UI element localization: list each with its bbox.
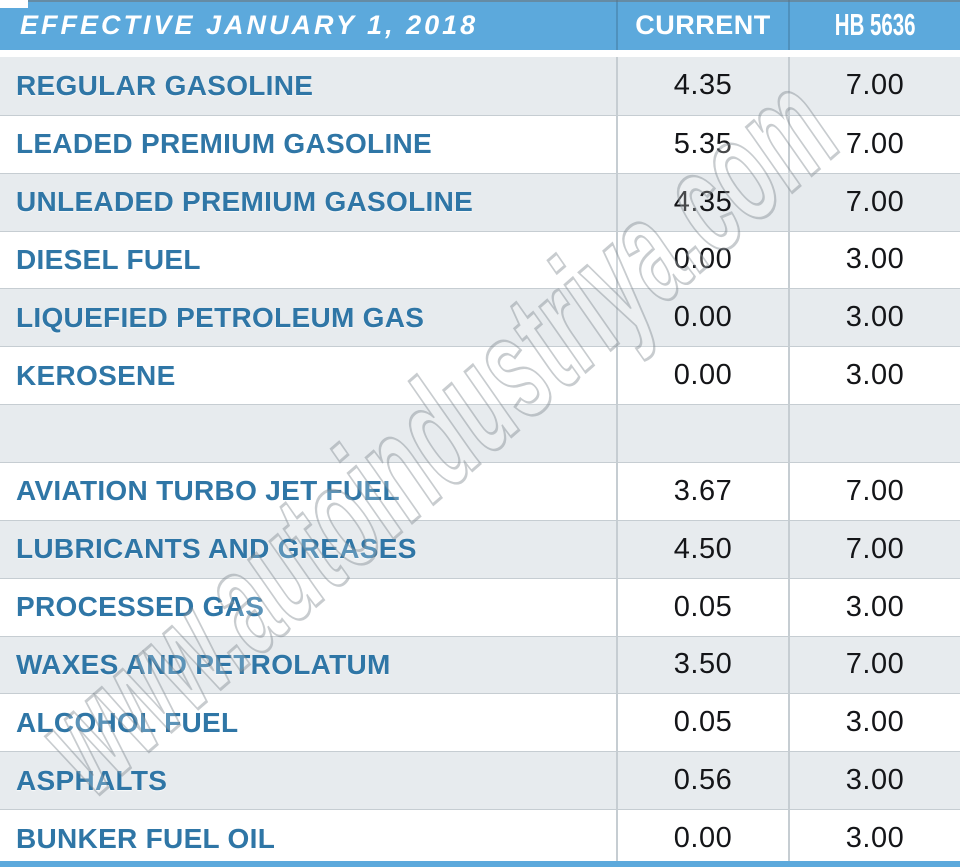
table-row: WAXES AND PETROLATUM 3.50 7.00: [0, 635, 960, 694]
row-label: [0, 405, 616, 462]
table-row: LUBRICANTS AND GREASES 4.50 7.00: [0, 519, 960, 578]
current-value: 0.00: [616, 347, 788, 405]
row-label: BUNKER FUEL OIL: [16, 822, 276, 854]
hb5636-value: 7.00: [788, 520, 960, 578]
hb5636-value: [788, 405, 960, 462]
hb5636-value: 7.00: [788, 463, 960, 520]
table-row: [0, 404, 960, 462]
hb5636-value: 3.00: [788, 347, 960, 405]
current-value: 0.00: [616, 231, 788, 289]
table-row: LIQUEFIED PETROLEUM GAS 0.00 3.00: [0, 288, 960, 347]
hb5636-value: 3.00: [788, 578, 960, 636]
row-label: PROCESSED GAS: [16, 591, 265, 623]
column-header-hb5636-label: HB 5636: [834, 7, 916, 42]
current-value: 4.35: [616, 57, 788, 115]
table-row: UNLEADED PREMIUM GASOLINE 4.35 7.00: [0, 172, 960, 231]
table-body: REGULAR GASOLINE 4.35 7.00 LEADED PREMIU…: [0, 57, 960, 867]
table-row: ALCOHOL FUEL 0.05 3.00: [0, 693, 960, 752]
row-label: ALCOHOL FUEL: [16, 706, 239, 738]
top-edge-line: [28, 0, 960, 2]
hb5636-value: 7.00: [788, 636, 960, 694]
table-row: KEROSENE 0.00 3.00: [0, 346, 960, 405]
current-value: 3.67: [616, 463, 788, 520]
current-value: 0.00: [616, 289, 788, 347]
current-value: 4.50: [616, 520, 788, 578]
hb5636-value: 3.00: [788, 231, 960, 289]
hb5636-value: 3.00: [788, 752, 960, 810]
row-label: UNLEADED PREMIUM GASOLINE: [16, 186, 474, 218]
table-row: PROCESSED GAS 0.05 3.00: [0, 577, 960, 636]
row-label: ASPHALTS: [16, 764, 168, 796]
table-row: LEADED PREMIUM GASOLINE 5.35 7.00: [0, 114, 960, 173]
current-value: 5.35: [616, 115, 788, 173]
current-value: 0.00: [616, 810, 788, 867]
hb5636-value: 3.00: [788, 694, 960, 752]
table-row: BUNKER FUEL OIL 0.00 3.00: [0, 809, 960, 867]
current-value: 0.56: [616, 752, 788, 810]
table-header-row: EFFECTIVE JANUARY 1, 2018 CURRENT HB 563…: [0, 0, 960, 50]
column-header-current: CURRENT: [616, 0, 788, 50]
table-row: ASPHALTS 0.56 3.00: [0, 751, 960, 810]
table-row: REGULAR GASOLINE 4.35 7.00: [0, 57, 960, 115]
hb5636-value: 7.00: [788, 115, 960, 173]
table-row: DIESEL FUEL 0.00 3.00: [0, 230, 960, 289]
row-label: AVIATION TURBO JET FUEL: [16, 475, 400, 507]
hb5636-value: 3.00: [788, 289, 960, 347]
row-label: WAXES AND PETROLATUM: [16, 648, 391, 680]
hb5636-value: 7.00: [788, 173, 960, 231]
row-label: LIQUEFIED PETROLEUM GAS: [16, 301, 425, 333]
hb5636-value: 7.00: [788, 57, 960, 115]
row-label: REGULAR GASOLINE: [16, 69, 314, 101]
row-label: DIESEL FUEL: [16, 243, 201, 275]
row-label: LUBRICANTS AND GREASES: [16, 533, 417, 565]
table-title: EFFECTIVE JANUARY 1, 2018: [20, 9, 479, 40]
current-value: 0.05: [616, 578, 788, 636]
current-value: [616, 405, 788, 462]
hb5636-value: 3.00: [788, 810, 960, 867]
top-left-notch: [0, 0, 28, 8]
current-value: 0.05: [616, 694, 788, 752]
next-table-header-strip: [0, 861, 960, 867]
row-label: LEADED PREMIUM GASOLINE: [16, 128, 433, 160]
current-value: 4.35: [616, 173, 788, 231]
column-header-hb5636: HB 5636: [788, 0, 960, 50]
current-value: 3.50: [616, 636, 788, 694]
row-label: KEROSENE: [16, 359, 176, 391]
table-row: AVIATION TURBO JET FUEL 3.67 7.00: [0, 462, 960, 520]
